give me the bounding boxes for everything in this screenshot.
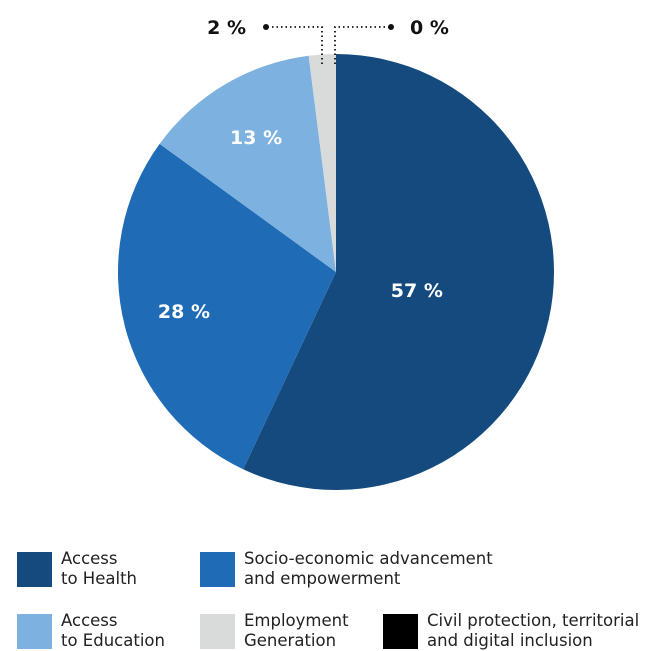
legend-label-line1: Employment [244, 611, 349, 630]
callout-label-civil-protection: 0 % [410, 17, 449, 39]
legend-label-line1: Socio-economic advancement [244, 549, 493, 568]
legend-swatch-access-to-education [17, 614, 52, 649]
legend-label-line1: Access [61, 611, 118, 630]
legend-label-line2: Generation [244, 631, 337, 650]
slice-value-label-socio-economic: 28 % [158, 301, 210, 323]
legend-label-line2: and digital inclusion [427, 631, 593, 650]
legend-swatch-civil-protection [383, 614, 418, 649]
slice-value-label-access-to-health: 57 % [391, 280, 443, 302]
pie-slice-access-to-education [159, 55, 336, 272]
legend-label-line1: Access [61, 549, 118, 568]
legend-label-line2: and empowerment [244, 569, 401, 588]
legend-label-socio-economic: Socio-economic advancement and empowerme… [244, 549, 493, 589]
legend-label-access-to-health: Access to Health [61, 549, 137, 589]
legend-item-civil-protection: Civil protection, territorial and digita… [383, 611, 639, 651]
legend-label-line2: to Health [61, 569, 137, 588]
legend-swatch-socio-economic [200, 552, 235, 587]
legend-item-socio-economic: Socio-economic advancement and empowerme… [200, 549, 493, 589]
callout-label-employment-generation: 2 % [207, 17, 246, 39]
pie-slice-socio-economic [117, 143, 336, 470]
slice-value-label-access-to-education: 13 % [230, 127, 282, 149]
legend-item-access-to-health: Access to Health [17, 549, 137, 589]
legend-item-access-to-education: Access to Education [17, 611, 165, 651]
pie-chart-canvas: 57 % 28 % 13 % 2 % 0 % [117, 17, 555, 491]
legend-label-civil-protection: Civil protection, territorial and digita… [427, 611, 639, 651]
legend-swatch-employment-generation [200, 614, 235, 649]
legend-item-employment-generation: Employment Generation [200, 611, 349, 651]
pie-slice-employment-generation [308, 54, 336, 272]
callout-line-civil-protection [334, 26, 391, 64]
legend-swatch-access-to-health [17, 552, 52, 587]
legend-label-employment-generation: Employment Generation [244, 611, 349, 651]
legend-label-line2: to Education [61, 631, 165, 650]
callout-line-employment-generation [266, 26, 323, 64]
legend-label-line1: Civil protection, territorial [427, 611, 640, 630]
callout-dot-civil-protection [388, 24, 394, 30]
callout-dot-employment-generation [263, 24, 269, 30]
pie-slice-access-to-health [243, 54, 555, 491]
legend-label-access-to-education: Access to Education [61, 611, 165, 651]
